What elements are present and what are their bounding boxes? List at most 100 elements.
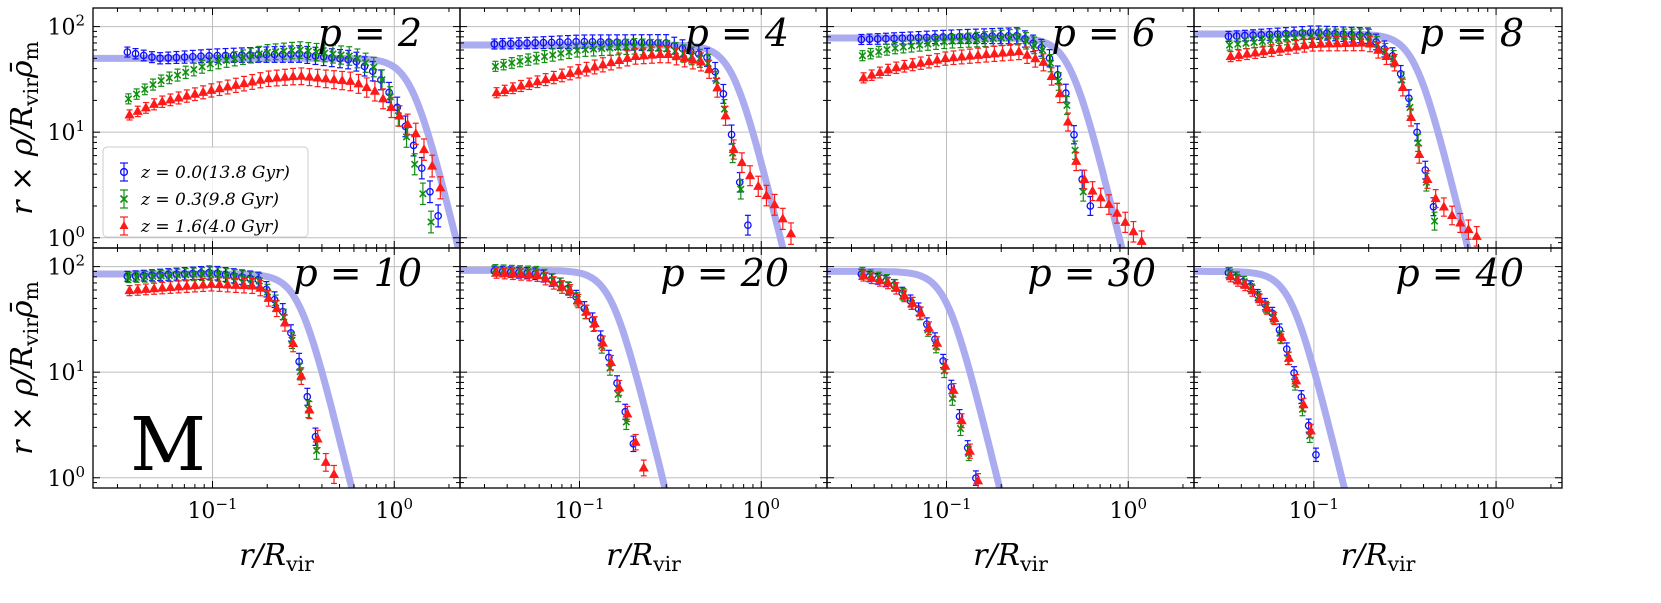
data-point: [1332, 38, 1343, 48]
data-point: [932, 39, 940, 47]
y-tick-label: 101: [47, 117, 85, 146]
data-point: [378, 75, 386, 84]
data-point: [524, 78, 535, 88]
data-point: [434, 212, 442, 220]
data-point: [565, 285, 576, 295]
data-point: [1030, 53, 1041, 63]
data-point: [630, 436, 641, 446]
data-point: [181, 90, 192, 100]
data-point: [271, 72, 282, 82]
data-point: [304, 71, 315, 81]
data-point: [1233, 49, 1244, 59]
data-point: [247, 275, 255, 284]
data-point: [883, 64, 894, 74]
data-point: [157, 272, 165, 280]
data-point: [753, 180, 764, 190]
data-point: [124, 273, 133, 282]
data-point: [141, 85, 149, 94]
data-point: [165, 271, 174, 280]
data-point: [638, 43, 647, 51]
data-point: [1266, 36, 1275, 45]
data-point: [263, 292, 274, 302]
data-point: [1254, 294, 1265, 304]
data-point: [1414, 139, 1422, 147]
data-point: [605, 38, 613, 46]
data-point: [312, 446, 321, 455]
data-point: [614, 390, 622, 399]
data-point: [1348, 37, 1359, 47]
legend-marker: [119, 194, 129, 204]
data-point: [915, 41, 924, 49]
data-point: [419, 190, 427, 198]
data-point: [1112, 207, 1123, 217]
data-point: [361, 82, 372, 92]
data-point: [858, 51, 867, 60]
data-point: [956, 424, 965, 433]
data-point: [727, 130, 736, 139]
data-point: [312, 48, 321, 56]
data-point: [1283, 352, 1295, 362]
data-point: [1447, 209, 1458, 219]
data-point: [165, 94, 176, 104]
data-point: [1249, 31, 1257, 40]
data-point: [353, 78, 364, 88]
data-point: [997, 34, 1006, 42]
data-point: [427, 218, 435, 226]
data-point: [1054, 77, 1063, 86]
data-point: [557, 49, 565, 58]
data-point: [254, 50, 263, 59]
legend-label: z = 1.6(4.0 Gyr): [140, 217, 279, 237]
data-point: [1413, 128, 1421, 137]
data-point: [573, 46, 582, 55]
data-point: [555, 38, 564, 47]
data-point: [247, 280, 258, 290]
data-point: [1389, 57, 1400, 67]
data-point: [1356, 32, 1365, 41]
data-point: [263, 288, 272, 296]
data-point: [173, 92, 184, 102]
data-point: [638, 50, 649, 60]
data-point: [581, 306, 592, 316]
data-point: [369, 85, 380, 95]
panel-points: [123, 265, 340, 485]
data-point: [548, 72, 559, 82]
data-point: [312, 433, 323, 443]
data-point: [671, 50, 682, 60]
data-point: [531, 39, 540, 47]
data-point: [719, 90, 728, 98]
data-point: [890, 34, 898, 43]
data-point: [565, 48, 573, 56]
data-point: [556, 69, 568, 79]
data-point: [899, 290, 910, 300]
data-point: [173, 71, 182, 79]
data-point: [394, 110, 405, 120]
data-point: [247, 51, 255, 60]
data-point: [206, 278, 217, 288]
data-point: [214, 279, 225, 289]
data-point: [320, 456, 331, 466]
y-tick-label: 101: [47, 357, 85, 386]
data-point: [172, 53, 181, 62]
data-point: [973, 35, 981, 44]
data-point: [1323, 38, 1335, 48]
data-point: [761, 190, 772, 200]
data-point: [328, 74, 340, 84]
data-point: [1233, 40, 1242, 48]
data-point: [1405, 94, 1413, 103]
data-point: [956, 51, 967, 61]
data-point: [777, 213, 788, 223]
data-point: [1430, 217, 1439, 225]
data-point: [181, 271, 190, 279]
data-point: [507, 82, 518, 92]
data-point: [622, 52, 633, 62]
data-point: [598, 44, 606, 53]
data-point: [907, 42, 916, 50]
data-point: [524, 55, 532, 64]
data-points-layer: [123, 25, 1482, 488]
data-point: [1455, 217, 1466, 227]
data-point: [197, 52, 205, 61]
data-point: [915, 307, 926, 317]
data-point: [1225, 271, 1236, 281]
data-point: [932, 54, 943, 64]
data-point: [516, 269, 527, 279]
